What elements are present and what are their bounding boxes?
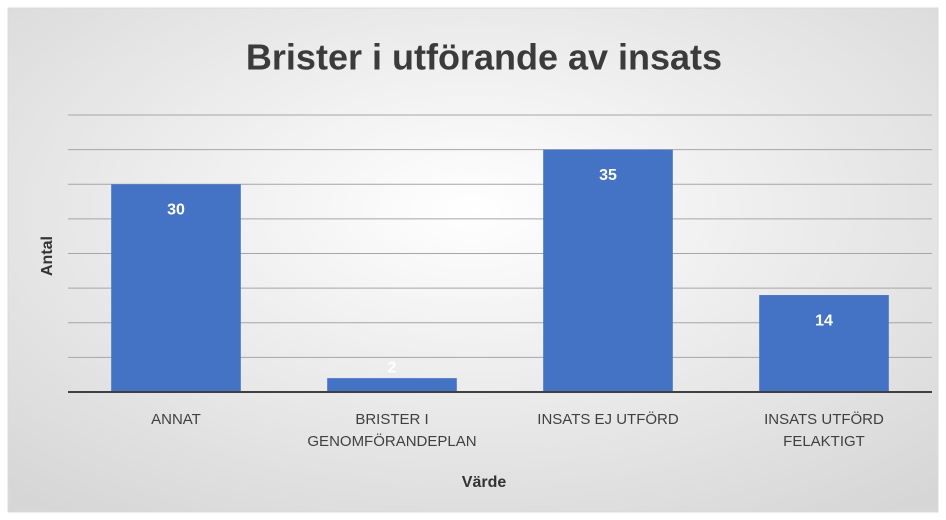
data-label: 30: [167, 201, 185, 218]
data-label: 2: [388, 359, 397, 376]
data-label: 35: [599, 167, 617, 184]
data-label: 14: [815, 312, 833, 329]
x-tick-label: BRISTER I GENOMFÖRANDEPLAN: [307, 411, 476, 450]
x-tick-label: INSATS UTFÖRD FELAKTIGT: [764, 410, 884, 450]
x-axis-label: Värde: [462, 474, 507, 491]
y-axis-label: Antal: [39, 236, 56, 276]
bar: [543, 149, 673, 392]
x-tick-label: ANNAT: [151, 411, 201, 428]
chart-title: Brister i utförande av insats: [246, 37, 722, 78]
bar: [327, 378, 457, 392]
x-tick-label: INSATS EJ UTFÖRD: [537, 410, 679, 428]
bar: [759, 295, 889, 392]
bar: [111, 184, 241, 392]
